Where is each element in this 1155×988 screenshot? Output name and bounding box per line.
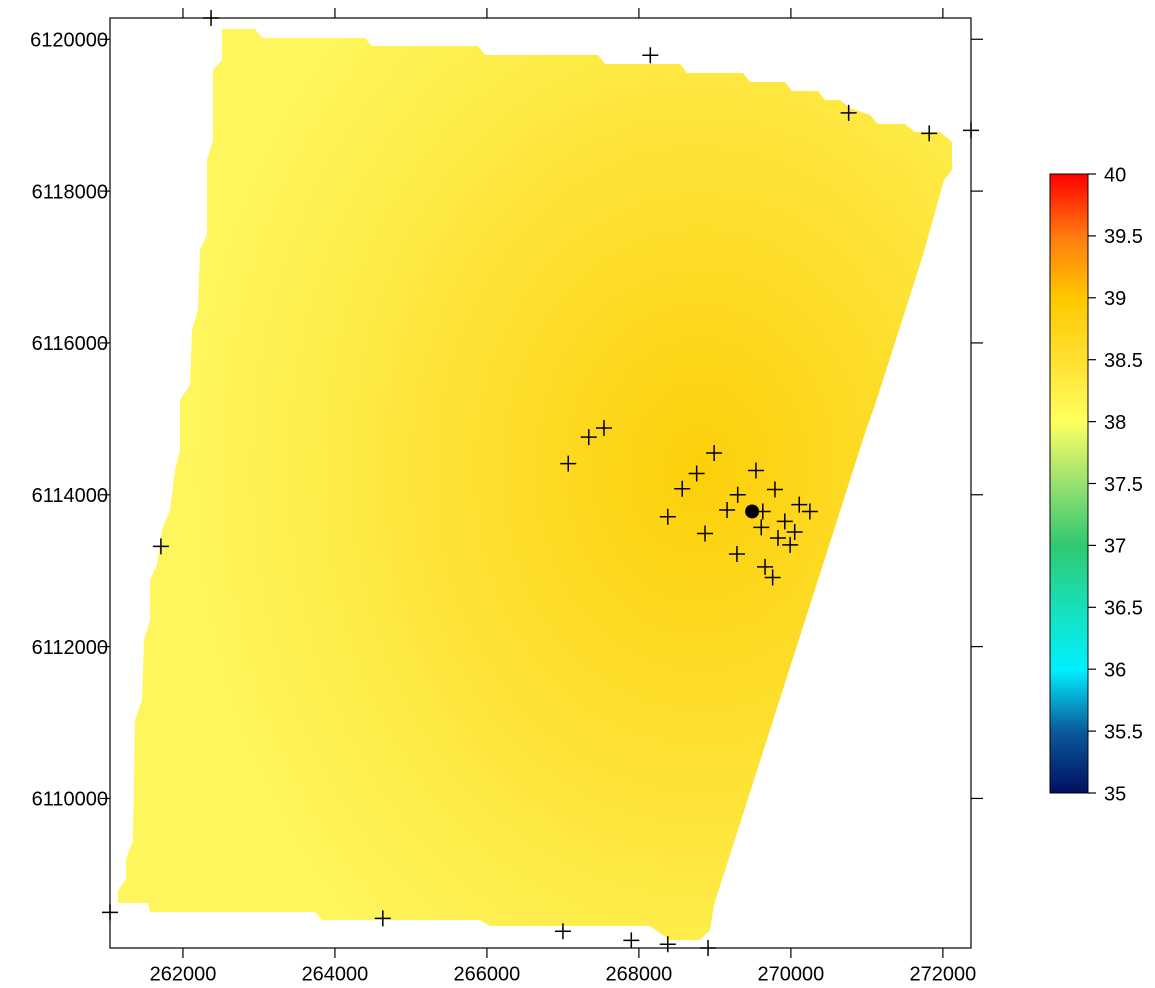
x-tick-label: 266000	[454, 963, 521, 985]
sample-point	[580, 429, 597, 446]
sample-point	[764, 569, 781, 586]
x-tick-label: 270000	[758, 963, 825, 985]
colorbar-tick-label: 36.5	[1104, 598, 1143, 620]
sample-point	[757, 558, 774, 575]
sample-point	[719, 501, 736, 518]
sample-point	[769, 530, 786, 547]
plot-frame	[109, 17, 972, 949]
colorbar-tick-label: 40	[1104, 164, 1126, 186]
sample-point	[786, 523, 803, 540]
y-tick-label: 6120000	[30, 30, 108, 52]
colorbar-tick-label: 36	[1104, 659, 1126, 681]
sample-point	[766, 481, 783, 498]
y-tick-label: 6114000	[32, 485, 108, 507]
colorbar-tick-label: 37.5	[1104, 474, 1143, 496]
highlight-point	[745, 504, 760, 519]
x-tick-label: 264000	[302, 963, 369, 985]
sample-point	[776, 513, 793, 530]
sample-point	[697, 525, 714, 542]
sample-point	[554, 923, 571, 940]
sample-point	[963, 122, 979, 139]
colorbar-tick-label: 35.5	[1104, 721, 1143, 743]
sample-point	[102, 904, 118, 921]
sample-point	[753, 519, 770, 536]
sample-point	[688, 465, 705, 482]
sample-point	[747, 462, 764, 479]
sample-point	[659, 508, 676, 525]
colorbar-tick-label: 39	[1104, 288, 1126, 310]
x-tick-label: 262000	[150, 963, 217, 985]
y-tick-label: 6110000	[32, 789, 108, 811]
sample-point	[801, 503, 818, 520]
sample-point	[921, 125, 938, 142]
sample-point	[728, 545, 745, 562]
sample-point	[203, 10, 220, 26]
sample-point	[659, 936, 676, 953]
colorbar	[1049, 173, 1089, 794]
x-tick-label: 268000	[606, 963, 673, 985]
sample-point	[840, 104, 857, 121]
sample-point	[152, 538, 169, 555]
sample-point	[560, 455, 577, 472]
y-tick-label: 6116000	[32, 333, 108, 355]
sample-point	[623, 932, 640, 949]
y-tick-label: 6118000	[32, 181, 108, 203]
sample-point	[642, 47, 659, 64]
sample-point	[729, 486, 746, 503]
surface	[118, 29, 952, 940]
sample-point	[595, 419, 612, 436]
colorbar-tick-label: 38.5	[1104, 350, 1143, 372]
sample-point	[674, 480, 691, 497]
sample-point	[791, 496, 808, 513]
y-tick-label: 6112000	[32, 637, 108, 659]
colorbar-tick-label: 35	[1104, 783, 1126, 805]
colorbar-tick-label: 38	[1104, 412, 1126, 434]
sample-point	[700, 940, 717, 956]
colorbar-tick-label: 37	[1104, 536, 1126, 558]
colorbar-tick-label: 39.5	[1104, 226, 1143, 248]
x-tick-label: 272000	[910, 963, 977, 985]
sample-point	[374, 910, 391, 927]
sample-point	[706, 445, 723, 462]
sample-point	[782, 536, 799, 553]
